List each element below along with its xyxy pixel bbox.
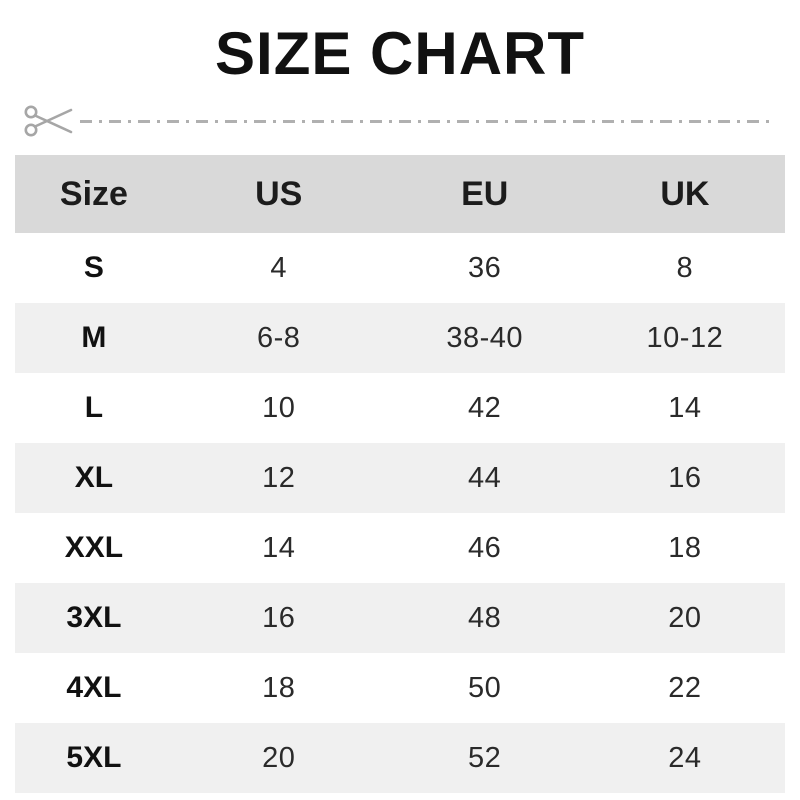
- size-label: L: [84, 391, 104, 424]
- table-row: 4XL 18 50 22: [15, 653, 785, 723]
- header-us: US: [255, 174, 303, 213]
- eu-value: 36: [468, 251, 502, 284]
- table-row: L 10 42 14: [15, 373, 785, 443]
- cut-line: [24, 99, 774, 143]
- page-title: SIZE CHART: [215, 20, 585, 87]
- uk-value: 8: [676, 251, 694, 284]
- table-header-row: Size US EU UK: [15, 155, 785, 233]
- table-row: XXL 14 46 18: [15, 513, 785, 583]
- uk-value: 24: [668, 741, 702, 774]
- us-value: 20: [262, 741, 296, 774]
- uk-value: 16: [668, 461, 702, 494]
- size-label: M: [81, 321, 107, 354]
- table-row: 5XL 20 52 24: [15, 723, 785, 793]
- table-row: S 4 36 8: [15, 233, 785, 303]
- table-row: M 6-8 38-40 10-12: [15, 303, 785, 373]
- us-value: 4: [270, 251, 288, 284]
- size-label: S: [83, 251, 104, 284]
- eu-value: 48: [468, 601, 502, 634]
- eu-value: 46: [468, 531, 502, 564]
- us-value: 6-8: [257, 321, 301, 354]
- header-eu: EU: [461, 174, 509, 213]
- uk-value: 10-12: [646, 321, 724, 354]
- size-label: 3XL: [66, 601, 122, 634]
- size-label: 5XL: [66, 741, 122, 774]
- uk-value: 20: [668, 601, 702, 634]
- uk-value: 14: [668, 391, 702, 424]
- table-row: XL 12 44 16: [15, 443, 785, 513]
- eu-value: 42: [468, 391, 502, 424]
- table-row: 3XL 16 48 20: [15, 583, 785, 653]
- eu-value: 52: [468, 741, 502, 774]
- eu-value: 50: [468, 671, 502, 704]
- us-value: 12: [262, 461, 296, 494]
- us-value: 10: [262, 391, 296, 424]
- us-value: 18: [262, 671, 296, 704]
- eu-value: 38-40: [446, 321, 524, 354]
- header-uk: UK: [660, 174, 710, 213]
- size-conversion-table: Size US EU UK S 4 36 8 M 6-8 38-40 10-12…: [15, 155, 785, 793]
- header-size: Size: [59, 174, 128, 213]
- size-label: 4XL: [66, 671, 122, 704]
- uk-value: 18: [668, 531, 702, 564]
- eu-value: 44: [468, 461, 502, 494]
- scissors-icon: [24, 105, 73, 137]
- size-label: XXL: [64, 531, 124, 564]
- dashed-cut-line: [80, 119, 774, 123]
- table-body: S 4 36 8 M 6-8 38-40 10-12 L 10 42 14 XL…: [15, 233, 785, 793]
- us-value: 14: [262, 531, 296, 564]
- uk-value: 22: [668, 671, 702, 704]
- size-label: XL: [74, 461, 114, 494]
- us-value: 16: [262, 601, 296, 634]
